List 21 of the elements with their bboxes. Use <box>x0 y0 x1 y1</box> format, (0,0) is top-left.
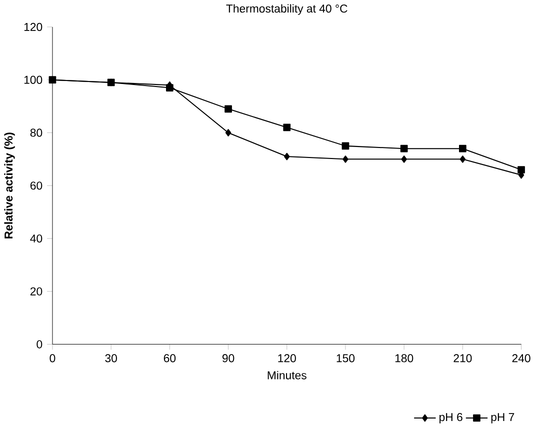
x-tick-label: 60 <box>164 354 176 362</box>
x-axis-title: Minutes <box>268 370 306 380</box>
x-tick-label: 90 <box>222 354 234 362</box>
y-tick-label: 80 <box>30 128 42 137</box>
chart-title: Thermostability at 40 °C <box>226 4 348 15</box>
legend-label: pH 7 <box>491 413 514 424</box>
x-tick-label: 210 <box>454 354 472 362</box>
x-tick-label: 30 <box>105 354 117 362</box>
legend-label: pH 6 <box>440 413 462 424</box>
x-tick-label: 150 <box>336 354 355 362</box>
y-tick-label: 0 <box>36 340 42 348</box>
y-tick-label: 100 <box>24 76 42 84</box>
y-tick-label: 120 <box>24 22 42 31</box>
x-tick-label: 180 <box>395 354 414 362</box>
y-tick-label: 20 <box>30 287 42 296</box>
x-tick-label: 0 <box>50 354 56 362</box>
y-tick-label: 60 <box>30 182 42 190</box>
x-tick-label: 240 <box>512 354 530 362</box>
y-axis-title: Relative activity (%) <box>4 132 15 238</box>
x-tick-label: 120 <box>278 354 296 362</box>
y-tick-label: 40 <box>30 234 42 243</box>
